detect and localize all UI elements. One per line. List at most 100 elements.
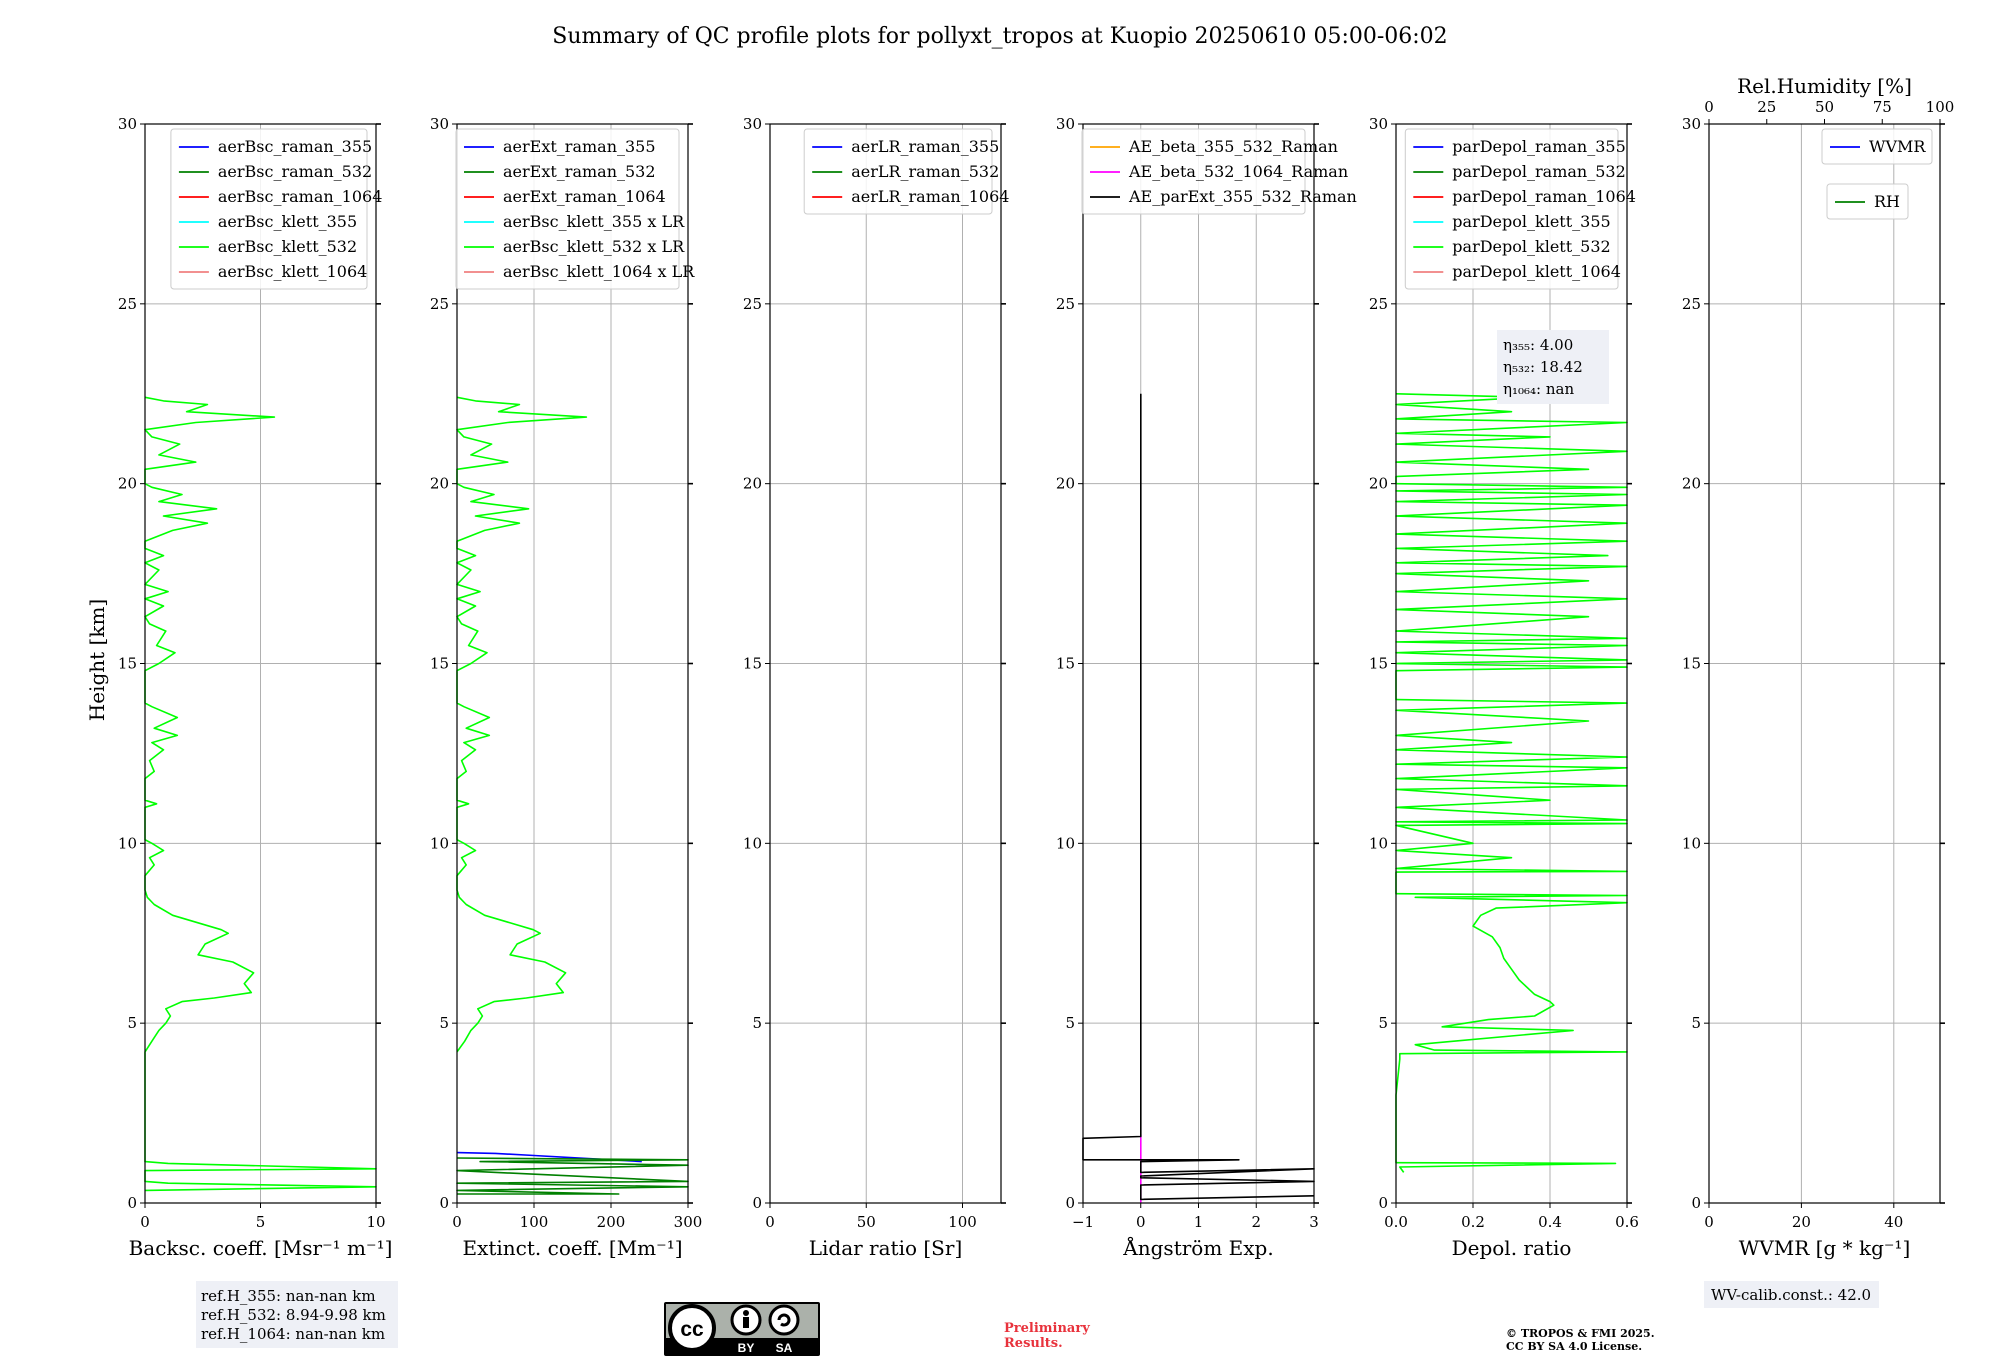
legend-label: AE_parExt_355_532_Raman [1128,187,1357,206]
legend: parDepol_raman_355 parDepol_raman_532 parD… [1404,128,1636,290]
x-tick-label: 0 [1704,1213,1714,1231]
x-axis-label: WVMR [g * kg⁻¹] [1739,1236,1911,1260]
legend-label: aerBsc_klett_532 x LR [503,237,685,256]
legend-box [1081,128,1306,215]
wv-calib-box [1704,1281,1879,1308]
y-tick-label: 5 [1065,1014,1075,1032]
y-tick-label: 20 [430,475,449,493]
legend-label: parDepol_raman_355 [1452,137,1625,156]
legend-label: parDepol_klett_1064 [1452,262,1621,281]
copyright-line-1: © TROPOS & FMI 2025. [1506,1327,1655,1340]
top-x-tick-label: 50 [1815,98,1834,116]
y-tick-label: 20 [1682,475,1701,493]
ref-height-355: ref.H_355: nan-nan km [201,1287,376,1305]
figure-title: Summary of QC profile plots for pollyxt_… [552,24,1447,49]
legend-label: parDepol_raman_1064 [1452,187,1636,206]
badge-sa: SA [776,1341,793,1355]
legend-label: aerBsc_raman_1064 [218,187,383,206]
y-tick-label: 15 [430,655,449,673]
x-axis-label: Depol. ratio [1452,1236,1572,1260]
legend-label: aerBsc_klett_1064 [218,262,367,281]
y-tick-label: 5 [1378,1014,1388,1032]
legend-label: aerExt_raman_532 [503,162,656,181]
x-tick-label: 0 [1136,1213,1146,1231]
y-tick-label: 30 [430,115,449,133]
copyright-line-2: CC BY SA 4.0 License. [1506,1340,1642,1353]
y-tick-label: 10 [1369,834,1388,852]
top-x-tick-label: 100 [1926,98,1955,116]
legend-box [803,128,993,215]
y-tick-label: 10 [1056,834,1075,852]
x-axis-label: Ångström Exp. [1122,1235,1273,1260]
y-tick-label: 0 [127,1194,137,1212]
top-x-tick-label: 75 [1873,98,1892,116]
series-line-aerBsc_klett_532 [144,396,377,1192]
eta-annotation-line: η₅₃₂: 18.42 [1503,358,1583,376]
x-tick-label: 20 [1792,1213,1811,1231]
top-x-tick-label: 0 [1704,98,1714,116]
legend-label: AE_beta_532_1064_Raman [1128,162,1348,181]
ref-height-532: ref.H_532: 8.94-9.98 km [201,1306,386,1324]
eta-annotation-line: η₁₀₆₄: nan [1503,380,1574,398]
x-tick-label: 300 [674,1213,703,1231]
y-tick-label: 5 [127,1014,137,1032]
y-tick-label: 30 [1056,115,1075,133]
y-tick-label: 25 [430,295,449,313]
y-tick-label: 10 [430,834,449,852]
x-axis-label: Backsc. coeff. [Msr⁻¹ m⁻¹] [129,1236,393,1260]
legend-label: aerBsc_klett_355 x LR [503,212,685,231]
y-tick-label: 30 [743,115,762,133]
ref-height-box: ref.H_355: nan-nan km ref.H_532: 8.94-9.… [196,1281,398,1348]
y-tick-label: 25 [1056,295,1075,313]
chart-panel-1: 0 5 10 15 20 25 30 0 5 10 Backsc. coeff. [Msr⁻¹ m⁻… [118,115,392,1260]
y-tick-label: 0 [1378,1194,1388,1212]
wv-calib-text: WV-calib.const.: 42.0 [1711,1286,1871,1304]
y-tick-label: 30 [1369,115,1388,133]
x-tick-label: 5 [256,1213,266,1231]
top-x-tick-label: 25 [1757,98,1776,116]
x-axis-label: Lidar ratio [Sr] [809,1236,963,1260]
x-tick-label: 100 [948,1213,977,1231]
y-tick-label: 10 [1682,834,1701,852]
legend-label: aerBsc_raman_532 [218,162,372,181]
x-tick-label: 0.4 [1538,1213,1562,1231]
x-tick-label: −1 [1072,1213,1094,1231]
legend-label: aerBsc_klett_355 [218,212,357,231]
cc-by-sa-badge: cc BY SA [664,1302,820,1356]
y-tick-label: 30 [1682,115,1701,133]
x-tick-label: 50 [857,1213,876,1231]
badge-by: BY [738,1341,755,1355]
y-tick-label: 5 [439,1014,449,1032]
share-alike-icon [768,1304,800,1336]
y-tick-label: 15 [743,655,762,673]
x-tick-label: 1 [1194,1213,1204,1231]
legend-box [1404,128,1619,290]
legend-label: aerBsc_raman_355 [218,137,372,156]
y-tick-label: 25 [118,295,137,313]
legend-label: aerExt_raman_1064 [503,187,666,206]
y-tick-label: 15 [1056,655,1075,673]
legend: aerExt_raman_355 aerExt_raman_532 aerExt_r… [455,128,695,290]
x-tick-label: 3 [1309,1213,1319,1231]
x-tick-label: 0.0 [1384,1213,1408,1231]
legend-label: parDepol_klett_532 [1452,237,1610,256]
y-tick-label: 15 [118,655,137,673]
x-tick-label: 100 [520,1213,549,1231]
x-axis-label: Extinct. coeff. [Mm⁻¹] [462,1236,682,1260]
chart-panel-5: 0 5 10 15 20 25 30 0.0 0.2 0.4 0.6 Depol. ratio parD… [1369,115,1639,1260]
y-tick-label: 10 [118,834,137,852]
y-tick-label: 0 [752,1194,762,1212]
x-tick-label: 10 [366,1213,385,1231]
legend-label: aerBsc_klett_1064 x LR [503,262,695,281]
y-tick-label: 15 [1369,655,1388,673]
eta-annotation-box [1497,330,1609,404]
eta-annotation-line: η₃₅₅: 4.00 [1503,336,1573,354]
y-tick-label: 15 [1682,655,1701,673]
series-line-parDepol_klett_532 [1395,393,1628,1173]
legend-label: AE_beta_355_532_Raman [1128,137,1338,156]
legend: aerBsc_raman_355 aerBsc_raman_532 aerBsc_r… [170,128,383,290]
series-line-aerBsc_klett_532 x LR [456,396,588,1053]
y-tick-label: 5 [1691,1014,1701,1032]
